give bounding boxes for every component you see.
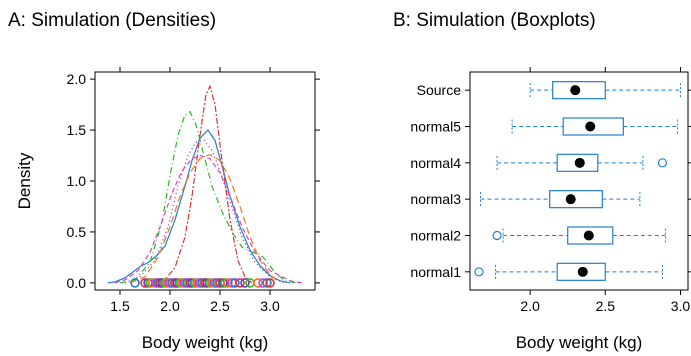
density-y-tick-label: 2.0 <box>67 71 87 87</box>
density-series-3-line <box>124 139 286 284</box>
boxplot-outlier <box>657 158 668 168</box>
boxplot-category-label: normal2 <box>410 228 461 244</box>
density-x-axis-label: Body weight (kg) <box>142 333 269 352</box>
boxplot-plot-frame <box>469 71 689 291</box>
density-y-tick-label: 1.0 <box>67 173 87 189</box>
density-panel-title: A: Simulation (Densities) <box>8 10 216 31</box>
density-rug-point <box>245 278 255 288</box>
density-series-5-line <box>129 153 281 284</box>
boxplot-x-tick-label: 2.0 <box>520 298 540 314</box>
density-y-tick-label: 0.5 <box>67 224 87 240</box>
density-curves <box>107 84 303 284</box>
boxplot-box <box>549 190 603 209</box>
density-series-4-line <box>119 110 299 284</box>
boxplot-row <box>511 117 678 136</box>
density-rug-point <box>235 278 245 288</box>
density-y-tick-label: 0.0 <box>67 275 87 291</box>
boxplot-row <box>529 81 681 100</box>
density-x-tick-label: 3.0 <box>260 298 280 314</box>
boxplot-median-dot <box>585 121 596 132</box>
boxplot-median-dot <box>565 194 576 205</box>
boxplot-category-label: Source <box>417 82 462 98</box>
density-rug-point <box>262 278 272 288</box>
density-y-tick-label: 1.5 <box>67 122 87 138</box>
boxplot-boxes <box>474 81 681 281</box>
density-rug-point <box>140 278 150 288</box>
boxplot-outlier <box>474 267 484 277</box>
density-x-tick-label: 2.5 <box>210 298 230 314</box>
boxplot-median-dot <box>574 157 585 168</box>
boxplot-row <box>496 153 668 172</box>
density-series-6-line <box>114 154 303 284</box>
boxplot-row <box>474 262 663 281</box>
boxplot-category-label: normal5 <box>410 119 461 135</box>
density-panel: A: Simulation (Densities) 1.5 2.0 2.5 3.0 0.… <box>8 10 320 352</box>
boxplot-x-axis-label: Body weight (kg) <box>516 333 643 352</box>
density-x-tick-label: 1.5 <box>110 298 130 314</box>
density-rug-point <box>230 278 240 288</box>
density-rug-point <box>258 278 268 288</box>
boxplot-axes: Source normal5 normal4 normal3 normal2 normal… <box>410 67 691 314</box>
boxplot-median-dot <box>570 85 581 96</box>
density-rug-point <box>220 278 230 288</box>
boxplot-x-tick-label: 2.5 <box>596 298 616 314</box>
boxplot-median-dot <box>577 266 588 277</box>
boxplot-x-tick-label: 3.0 <box>671 298 691 314</box>
density-axes: 1.5 2.0 2.5 3.0 0.0 0.5 1.0 1.5 2.0 <box>67 67 320 314</box>
density-rug-points <box>130 278 275 288</box>
density-rug-point <box>253 278 263 288</box>
density-rug-point <box>265 278 275 288</box>
boxplot-category-label: normal4 <box>410 155 461 171</box>
boxplot-category-label: normal1 <box>410 264 461 280</box>
boxplot-outlier <box>492 230 502 241</box>
density-x-tick-label: 2.0 <box>160 298 180 314</box>
density-series-2-line <box>154 84 253 284</box>
density-series-1-line <box>107 129 291 284</box>
density-rug-point <box>240 278 250 288</box>
boxplot-row <box>492 226 666 245</box>
density-y-axis-label: Density <box>15 152 34 209</box>
boxplot-category-label: normal3 <box>410 191 461 207</box>
boxplot-panel: B: Simulation (Boxplots) Source normal5 no… <box>393 10 691 352</box>
density-rug-point <box>223 278 233 288</box>
density-rug-point <box>130 278 140 288</box>
boxplot-median-dot <box>583 230 594 241</box>
boxplot-panel-title: B: Simulation (Boxplots) <box>393 10 596 31</box>
boxplot-row <box>480 190 641 209</box>
